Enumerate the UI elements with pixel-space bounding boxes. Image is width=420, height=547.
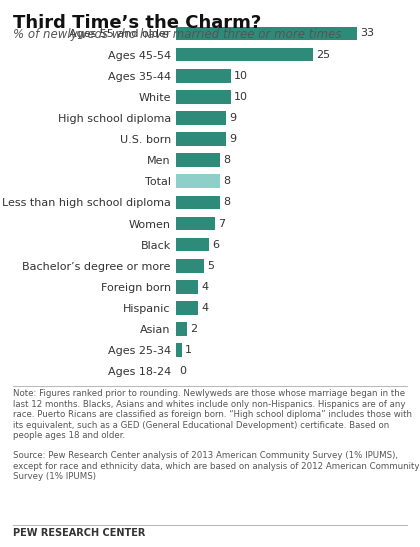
Bar [176, 48, 313, 61]
Bar [176, 27, 357, 40]
Bar [176, 217, 215, 230]
Text: Source: Pew Research Center analysis of 2013 American Community Survey (1% IPUMS: Source: Pew Research Center analysis of … [13, 451, 419, 481]
Text: 10: 10 [234, 71, 248, 81]
Text: 25: 25 [316, 50, 330, 60]
Bar [176, 344, 182, 357]
Text: 8: 8 [223, 155, 231, 165]
Text: PEW RESEARCH CENTER: PEW RESEARCH CENTER [13, 528, 145, 538]
Text: % of newlyweds who have married three or more times: % of newlyweds who have married three or… [13, 28, 341, 42]
Bar [176, 301, 198, 315]
Bar [176, 174, 220, 188]
Text: 4: 4 [202, 282, 209, 292]
Text: Note: Figures ranked prior to rounding. Newlyweds are those whose marriage began: Note: Figures ranked prior to rounding. … [13, 389, 412, 440]
Text: 9: 9 [229, 113, 236, 123]
Bar [176, 69, 231, 83]
Text: 5: 5 [207, 261, 214, 271]
Text: 9: 9 [229, 134, 236, 144]
Text: 2: 2 [191, 324, 198, 334]
Text: 0: 0 [180, 366, 186, 376]
Bar [176, 259, 204, 272]
Bar [176, 238, 209, 252]
Bar [176, 90, 231, 104]
Text: 10: 10 [234, 92, 248, 102]
Text: 8: 8 [223, 197, 231, 207]
Bar [176, 195, 220, 210]
Text: 6: 6 [213, 240, 219, 249]
Bar [176, 153, 220, 167]
Bar [176, 111, 226, 125]
Text: 4: 4 [202, 303, 209, 313]
Bar [176, 322, 187, 336]
Bar [176, 132, 226, 146]
Text: 1: 1 [185, 345, 192, 355]
Text: 7: 7 [218, 218, 225, 229]
Bar [176, 280, 198, 294]
Text: 8: 8 [223, 176, 231, 187]
Text: 33: 33 [360, 28, 374, 38]
Text: Third Time’s the Charm?: Third Time’s the Charm? [13, 14, 261, 32]
